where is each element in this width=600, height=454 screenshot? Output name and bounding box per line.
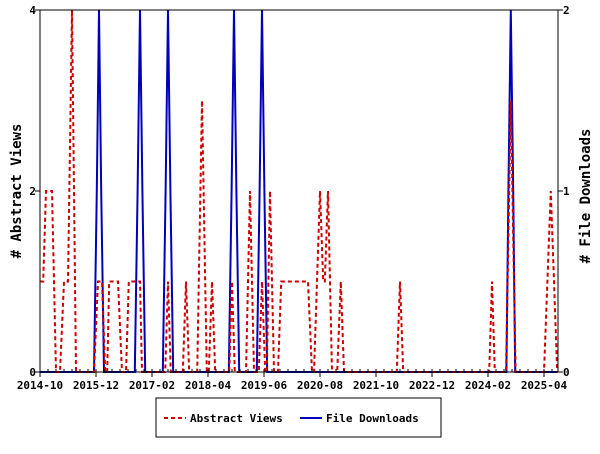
- x-tick-label: 2020-08: [297, 379, 343, 392]
- plot-frame: [39, 9, 559, 373]
- legend-label-file-downloads: File Downloads: [326, 412, 419, 425]
- x-tick-label: 2021-10: [353, 379, 399, 392]
- x-tick-label: 2025-04: [521, 379, 568, 392]
- y-left-axis-label: # Abstract Views: [9, 124, 25, 259]
- legend: Abstract Views File Downloads: [155, 397, 442, 438]
- axis-ticks: [35, 9, 563, 377]
- y-right-tick-labels: 0 1 2: [563, 4, 570, 379]
- x-tick-label: 2018-04: [185, 379, 232, 392]
- y-right-tick-label: 2: [563, 4, 570, 17]
- x-tick-label: 2017-02: [129, 379, 175, 392]
- x-tick-label: 2015-12: [73, 379, 119, 392]
- series-line-abstract-views: [40, 9, 559, 373]
- y-right-tick-label: 0: [563, 366, 570, 379]
- x-tick-labels: 2014-10 2015-12 2017-02 2018-04 2019-06 2020-…: [17, 379, 568, 392]
- x-tick-label: 2014-10: [17, 379, 63, 392]
- series-line-file-downloads: [40, 9, 558, 373]
- y-right-tick-label: 1: [563, 185, 570, 198]
- y-left-tick-label: 0: [29, 366, 36, 379]
- y-left-tick-label: 2: [29, 185, 36, 198]
- legend-box: [155, 397, 442, 438]
- y-left-tick-label: 4: [29, 4, 36, 17]
- x-tick-label: 2024-02: [465, 379, 511, 392]
- x-tick-label: 2019-06: [241, 379, 288, 392]
- y-right-axis-label: # File Downloads: [578, 129, 594, 264]
- x-tick-label: 2022-12: [409, 379, 455, 392]
- legend-label-abstract-views: Abstract Views: [190, 412, 283, 425]
- plot-lines: [40, 9, 559, 373]
- y-left-tick-labels: 0 2 4: [29, 4, 36, 379]
